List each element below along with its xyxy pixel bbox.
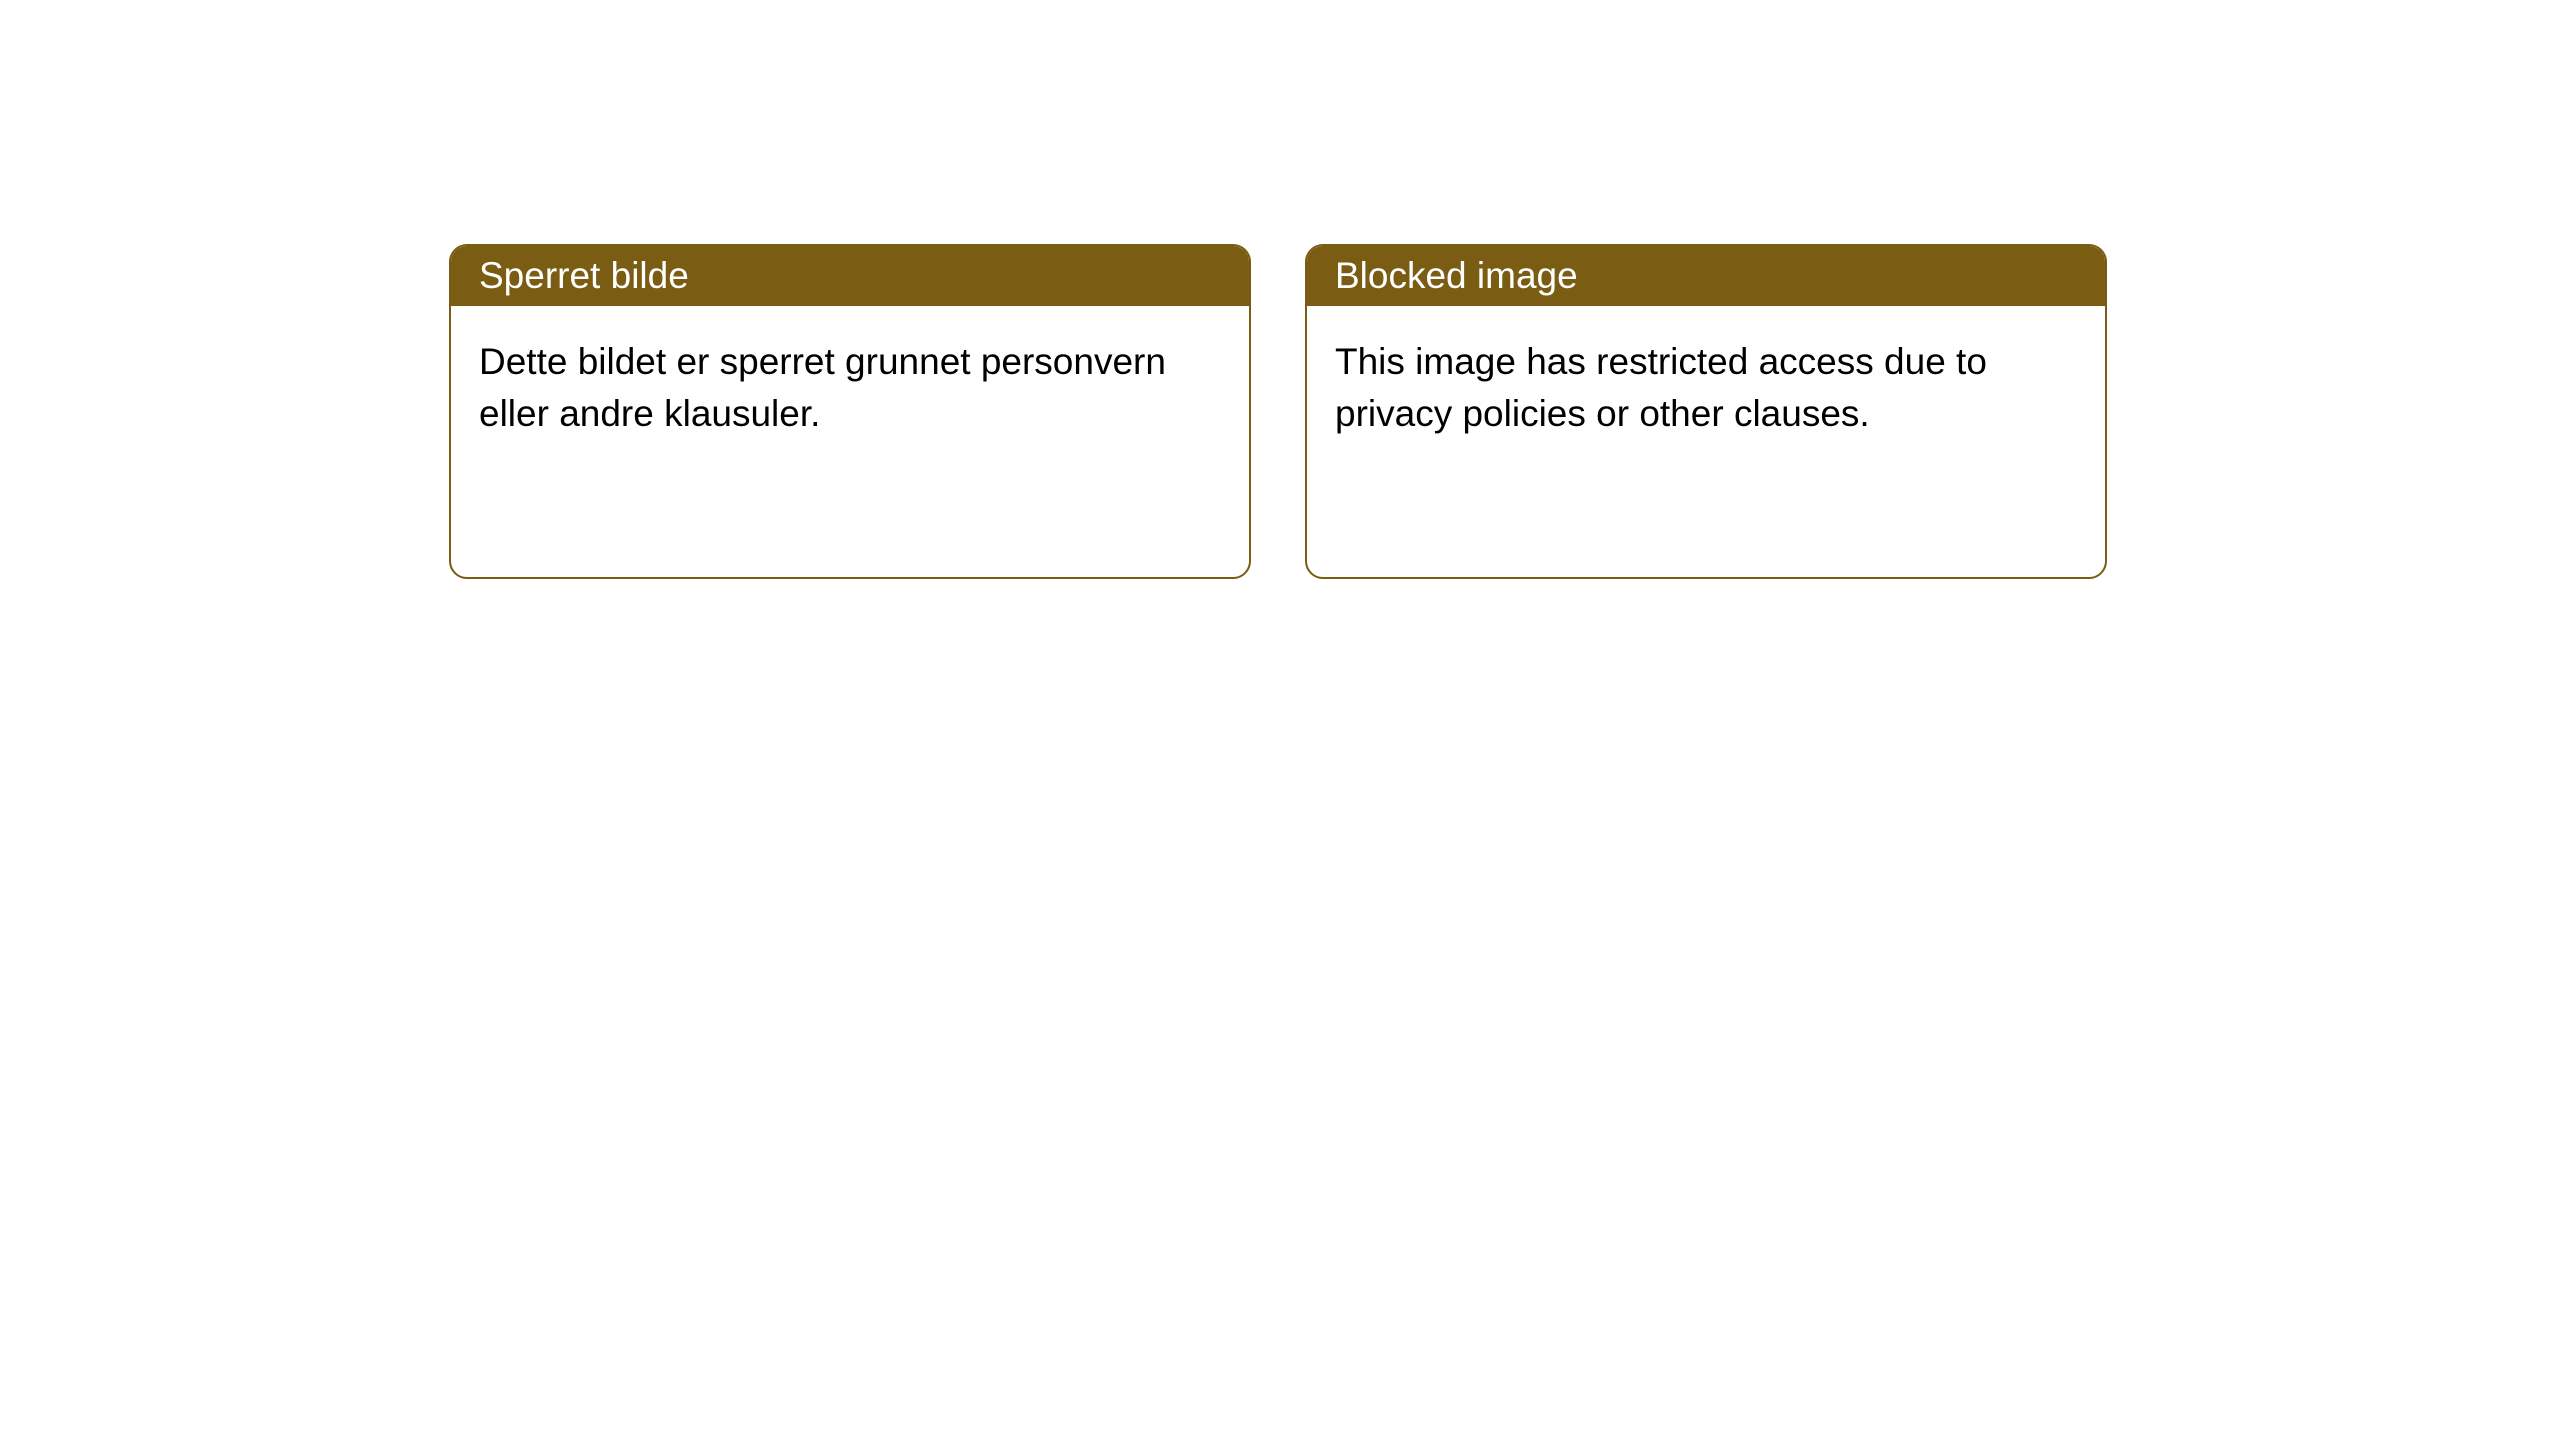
notice-title: Sperret bilde [479,255,689,297]
notice-body-text: Dette bildet er sperret grunnet personve… [479,341,1166,434]
notice-body: This image has restricted access due to … [1307,306,2105,470]
notice-title: Blocked image [1335,255,1578,297]
notice-header: Blocked image [1307,246,2105,306]
notice-body: Dette bildet er sperret grunnet personve… [451,306,1249,470]
notice-box-norwegian: Sperret bilde Dette bildet er sperret gr… [449,244,1251,579]
notices-container: Sperret bilde Dette bildet er sperret gr… [449,244,2107,579]
notice-header: Sperret bilde [451,246,1249,306]
notice-box-english: Blocked image This image has restricted … [1305,244,2107,579]
notice-body-text: This image has restricted access due to … [1335,341,1987,434]
